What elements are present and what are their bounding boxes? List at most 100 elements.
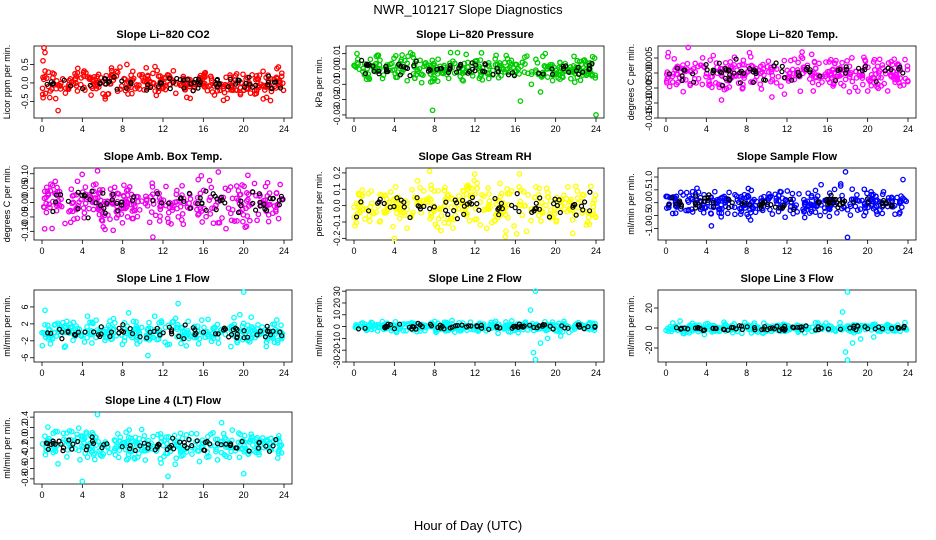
primary-point xyxy=(233,81,239,87)
data-point xyxy=(801,214,808,221)
data-point xyxy=(124,61,130,68)
primary-points xyxy=(673,323,907,334)
x-tick-label: 20 xyxy=(863,246,873,256)
data-point xyxy=(672,210,679,217)
primary-point xyxy=(427,321,434,327)
y-tick-label: 0.0 xyxy=(644,196,654,209)
data-point xyxy=(201,324,207,331)
data-point xyxy=(516,184,523,190)
data-point xyxy=(741,75,747,81)
data-point xyxy=(169,204,176,211)
primary-point xyxy=(434,66,440,73)
data-point xyxy=(221,89,228,96)
primary-point xyxy=(413,58,419,64)
primary-point xyxy=(50,208,56,215)
primary-point xyxy=(397,321,403,327)
primary-point xyxy=(89,434,95,440)
data-point xyxy=(113,443,120,450)
primary-point xyxy=(243,80,249,87)
primary-point xyxy=(262,206,268,212)
primary-point xyxy=(719,82,726,89)
primary-point xyxy=(213,207,219,213)
data-point xyxy=(267,201,273,208)
data-point xyxy=(52,446,58,452)
y-tick-label: -0.05 xyxy=(20,207,30,228)
data-point xyxy=(124,214,131,220)
data-point xyxy=(125,451,132,458)
data-point xyxy=(504,186,510,192)
data-point xyxy=(812,209,819,216)
data-point xyxy=(158,319,165,326)
primary-point xyxy=(494,324,500,330)
data-point-outlier xyxy=(799,49,805,55)
data-point xyxy=(454,49,461,56)
data-point xyxy=(366,218,373,225)
primary-point xyxy=(270,328,276,334)
primary-point xyxy=(196,76,202,83)
primary-point xyxy=(197,195,203,201)
data-point xyxy=(383,196,390,203)
primary-point xyxy=(187,205,193,211)
data-point xyxy=(237,311,243,318)
primary-point xyxy=(65,198,72,204)
primary-point xyxy=(238,203,244,209)
data-point xyxy=(428,197,434,203)
data-point xyxy=(811,58,818,65)
primary-point xyxy=(516,321,523,327)
data-point xyxy=(256,451,262,458)
data-point xyxy=(460,66,467,72)
data-point xyxy=(80,205,87,211)
primary-point xyxy=(159,200,165,206)
data-point xyxy=(503,228,509,234)
primary-point xyxy=(774,323,780,329)
primary-point xyxy=(234,334,240,340)
primary-point xyxy=(746,202,752,208)
primary-point xyxy=(178,195,184,201)
data-point xyxy=(136,207,143,213)
data-point xyxy=(753,198,760,205)
primary-point xyxy=(266,448,273,454)
data-point xyxy=(400,327,407,334)
data-point xyxy=(837,319,843,326)
x-tick-label: 12 xyxy=(158,368,168,378)
primary-point xyxy=(262,334,268,340)
panel-title: Slope Amb. Box Temp. xyxy=(104,151,223,163)
data-point xyxy=(236,191,243,198)
primary-point xyxy=(222,200,228,206)
data-point xyxy=(91,456,98,463)
data-point xyxy=(466,201,473,208)
data-point xyxy=(677,189,684,196)
data-point xyxy=(519,59,526,66)
data-point xyxy=(146,219,153,226)
data-point xyxy=(222,331,229,338)
primary-point xyxy=(417,206,423,212)
data-point xyxy=(447,49,454,56)
data-point-outlier xyxy=(530,349,537,356)
x-tick-label: 8 xyxy=(432,124,437,134)
data-point xyxy=(569,327,576,333)
primary-point xyxy=(87,82,93,88)
data-point xyxy=(132,203,138,210)
data-point xyxy=(758,195,765,201)
data-point xyxy=(796,191,802,197)
primary-point xyxy=(194,438,200,444)
primary-point xyxy=(409,324,416,330)
data-point xyxy=(195,448,202,454)
data-point xyxy=(123,456,130,463)
data-point xyxy=(100,451,107,457)
primary-point xyxy=(813,327,819,333)
data-point xyxy=(466,217,473,224)
data-point xyxy=(693,80,699,86)
data-point xyxy=(821,205,828,211)
primary-point xyxy=(563,63,569,69)
primary-point xyxy=(772,204,779,210)
data-point xyxy=(105,322,112,329)
data-point xyxy=(206,453,212,460)
data-point xyxy=(142,193,149,200)
data-point xyxy=(852,84,859,91)
data-point xyxy=(837,183,844,189)
primary-point xyxy=(586,208,593,214)
data-point xyxy=(830,83,836,89)
primary-point xyxy=(750,79,757,85)
data-point xyxy=(54,184,60,191)
